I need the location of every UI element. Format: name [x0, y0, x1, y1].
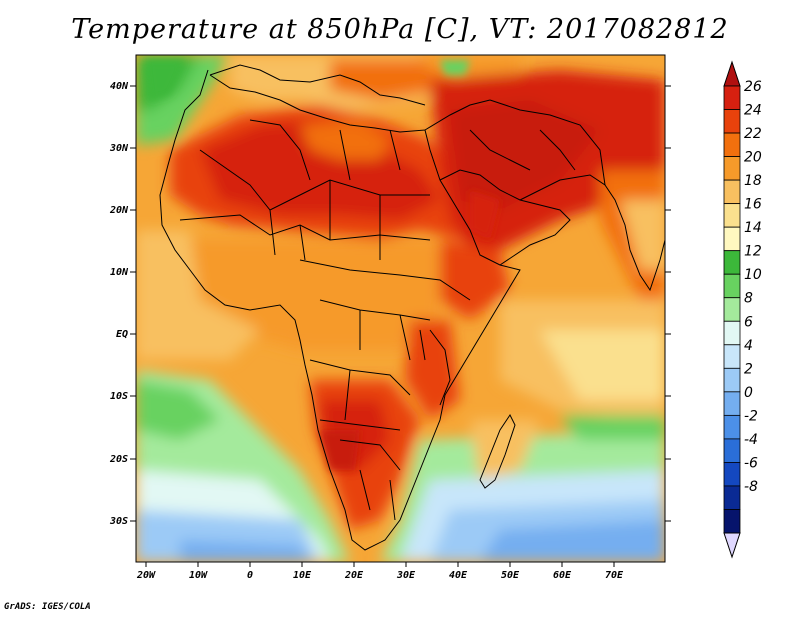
lat-label-20n: 20N [109, 205, 129, 216]
colorbar-label: 12 [744, 244, 762, 260]
colorbar-label: 10 [744, 267, 762, 283]
colorbar-label: 6 [744, 314, 753, 330]
colorbar-swatch [723, 85, 741, 110]
colorbar-min-arrow [723, 532, 741, 559]
map-frame [135, 54, 666, 563]
colorbar-label: 14 [744, 220, 762, 236]
colorbar-label: -8 [744, 479, 758, 495]
colorbar-swatch [723, 320, 741, 346]
colorbar-swatch [723, 132, 741, 157]
lat-label-30s: 30S [109, 516, 128, 527]
lat-label-20s: 20S [109, 454, 128, 465]
coastlines [159, 64, 665, 551]
lat-label-30n: 30N [109, 143, 129, 154]
colorbar-swatch [723, 344, 741, 369]
lon-label-0: 0 [247, 570, 253, 581]
colorbar-swatch [723, 414, 741, 440]
colorbar-label: 26 [744, 79, 762, 95]
map-title: Temperature at 850hPa [C], VT: 201708281… [71, 14, 729, 45]
colorbar-label: 22 [744, 126, 762, 142]
lon-label-10e: 10E [293, 570, 312, 581]
colorbar-swatch [723, 273, 741, 299]
lat-label-40n: 40N [110, 81, 129, 92]
lat-label-10s: 10S [110, 391, 128, 402]
temperature-field [136, 55, 665, 562]
colorbar-swatch [723, 367, 741, 393]
colorbar-swatch [723, 250, 741, 275]
lat-label-10n: 10N [110, 267, 129, 278]
colorbar-label: -6 [744, 455, 758, 471]
colorbar-swatch [723, 509, 741, 534]
lon-label-30e: 30E [396, 570, 416, 581]
colorbar-label: 2 [744, 361, 753, 377]
colorbar-swatch [723, 226, 741, 252]
colorbar-label: 4 [744, 338, 753, 354]
colorbar-swatch [723, 485, 741, 510]
lon-label-10w: 10W [189, 570, 208, 581]
colorbar-label: 20 [744, 150, 762, 166]
colorbar-swatch [723, 297, 741, 322]
lon-label-60e: 60E [553, 570, 572, 581]
colorbar-swatch [723, 391, 741, 416]
latitude-axis: 40N 30N 20N 10N EQ 10S 20S 30S [109, 81, 671, 527]
colorbar-swatch [723, 462, 741, 487]
colorbar-swatch [723, 438, 741, 463]
lon-label-40e: 40E [449, 570, 468, 581]
longitude-axis: 20W 10W 0 10E 20E 30E 40E 50E 60E 70E [136, 562, 624, 581]
colorbar-label: -2 [744, 408, 758, 424]
colorbar-label: 24 [744, 103, 762, 119]
colorbar-swatch [723, 156, 741, 181]
colorbar-swatch [723, 179, 741, 205]
colorbar-label: 8 [744, 291, 753, 307]
lon-label-70e: 70E [605, 570, 624, 581]
colorbar-label: 18 [744, 173, 762, 189]
colorbar-label: 0 [744, 385, 753, 401]
colorbar-max-arrow [723, 60, 741, 87]
lon-label-50e: 50E [501, 570, 520, 581]
colorbar-label: -4 [744, 432, 758, 448]
lon-label-20w: 20W [136, 570, 156, 581]
grads-credit: GrADS: IGES/COLA [4, 602, 91, 612]
colorbar-swatch [723, 109, 741, 134]
lon-label-20e: 20E [344, 570, 364, 581]
lat-label-eq: EQ [116, 329, 128, 340]
colorbar-swatch [723, 203, 741, 228]
colorbar-label: 16 [744, 197, 762, 213]
